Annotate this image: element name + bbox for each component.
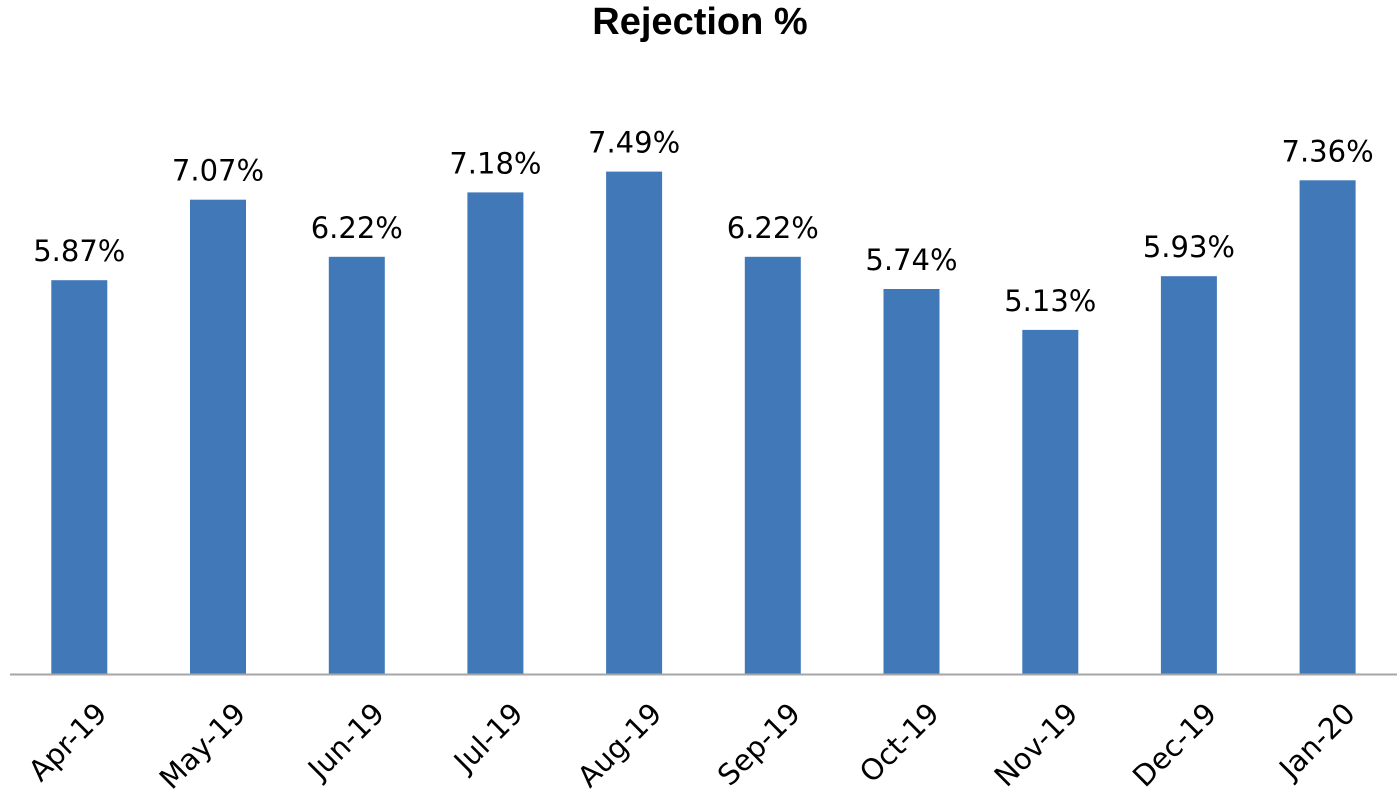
data-label-oct-19: 5.74% — [865, 243, 957, 277]
bar-jun-19 — [328, 256, 385, 674]
x-tick-label-apr-19: Apr-19 — [22, 696, 114, 788]
chart-title: Rejection % — [592, 1, 808, 43]
bar-jan-20 — [1299, 180, 1356, 675]
x-tick-label-aug-19: Aug-19 — [571, 696, 669, 794]
x-tick-label-dec-19: Dec-19 — [1126, 696, 1223, 793]
x-tick-label-jan-20: Jan-20 — [1271, 696, 1362, 787]
data-label-dec-19: 5.93% — [1143, 230, 1235, 264]
x-tick-labels-layer: Apr-19 May-19 Jun-19 Jul-19 Aug-19 Sep-19 Oct-… — [22, 696, 1362, 796]
x-tick-label-jun-19: Jun-19 — [300, 696, 391, 787]
bar-aug-19 — [606, 171, 663, 674]
data-label-jul-19: 7.18% — [449, 146, 541, 180]
bar-nov-19 — [1022, 329, 1079, 674]
data-label-jan-20: 7.36% — [1282, 134, 1374, 168]
x-tick-label-may-19: May-19 — [153, 696, 253, 796]
bar-dec-19 — [1160, 276, 1217, 674]
bar-may-19 — [190, 199, 246, 674]
data-label-sep-19: 6.22% — [727, 211, 819, 245]
bar-jul-19 — [467, 192, 524, 674]
x-tick-label-nov-19: Nov-19 — [988, 696, 1085, 793]
x-tick-label-sep-19: Sep-19 — [711, 696, 807, 792]
x-tick-label-jul-19: Jul-19 — [446, 696, 530, 780]
bar-sep-19 — [744, 256, 801, 674]
data-labels-layer: 5.87% 7.07% 6.22% 7.18% 7.49% 6.22% 5.74% 5.13%… — [33, 126, 1373, 318]
data-label-nov-19: 5.13% — [1004, 284, 1096, 318]
data-label-aug-19: 7.49% — [588, 126, 680, 160]
data-label-may-19: 7.07% — [172, 154, 264, 188]
x-tick-label-oct-19: Oct-19 — [853, 696, 946, 789]
bar-apr-19 — [51, 280, 108, 674]
bar-oct-19 — [883, 289, 940, 674]
data-label-apr-19: 5.87% — [33, 234, 125, 268]
bars-layer — [51, 171, 1356, 675]
data-label-jun-19: 6.22% — [311, 211, 403, 245]
